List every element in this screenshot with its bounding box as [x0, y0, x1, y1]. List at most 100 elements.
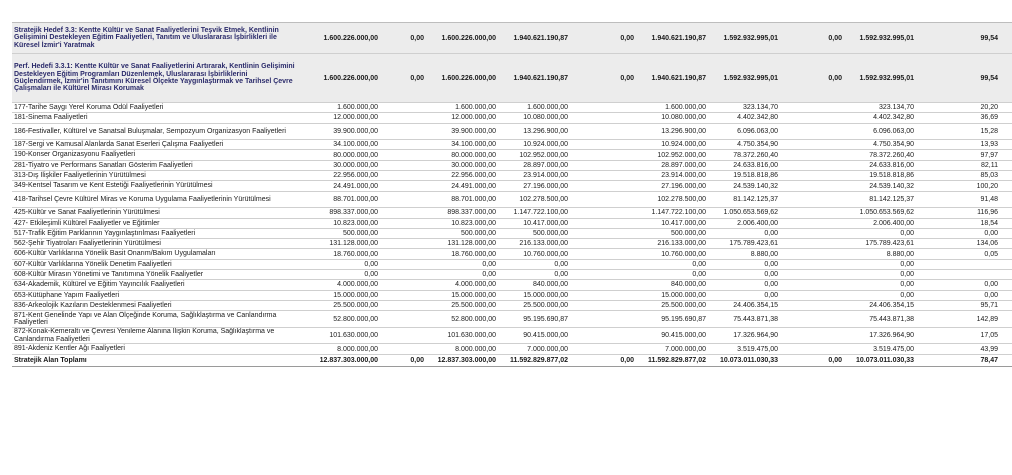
cell-c2 — [380, 218, 426, 229]
cell-c7: 0,00 — [708, 279, 780, 291]
spacer-cell — [916, 139, 952, 151]
cell-c8 — [780, 170, 844, 182]
cell-c9: 1.050.653.569,62 — [844, 207, 916, 219]
cell-c10: 0,00 — [952, 228, 1000, 240]
cell-c1: 52.800.000,00 — [298, 310, 380, 328]
spacer-cell — [916, 112, 952, 124]
cell-c3: 15.000.000,00 — [426, 290, 498, 301]
cell-c7: 1.592.932.995,01 — [708, 53, 780, 103]
cell-c1: 4.000.000,00 — [298, 279, 380, 291]
cell-c8 — [780, 310, 844, 328]
cell-c4: 500.000,00 — [498, 228, 570, 240]
cell-c9: 24.539.140,32 — [844, 180, 916, 192]
table-row: 418-Tarihsel Çevre Kültürel Miras ve Kor… — [12, 191, 1012, 209]
cell-c10 — [952, 259, 1000, 271]
total-row: Stratejik Alan Toplamı 12.837.303.000,00 0… — [12, 353, 1012, 367]
cell-c11: 20,20 — [1000, 102, 1012, 114]
cell-c8 — [780, 343, 844, 355]
cell-c11: 43,49 — [1000, 139, 1012, 151]
cell-c9: 19.518.818,86 — [844, 170, 916, 182]
table-row: 177-Tarihe Saygı Yerel Koruma Ödül Faali… — [12, 102, 1012, 114]
cell-c8 — [780, 327, 844, 345]
cell-c7: 24.633.816,00 — [708, 160, 780, 172]
cell-c11: 76,13 — [1000, 149, 1012, 161]
table-row: 349-Kentsel Tasarım ve Kent Estetiği Faa… — [12, 180, 1012, 192]
spacer-cell — [916, 259, 952, 271]
row-label: 427- Etkileşimli Kültürel Faaliyetler ve… — [12, 218, 298, 229]
cell-c9: 10.073.011.030,33 — [844, 353, 916, 367]
cell-c10: 97,97 — [952, 149, 1000, 161]
table-row: 872-Konak-Kemeraltı ve Çevresi Yenileme … — [12, 327, 1012, 345]
cell-c11: 82,08 — [1000, 53, 1012, 103]
cell-c11: 79,33 — [1000, 191, 1012, 209]
cell-c6: 90.415.000,00 — [636, 327, 708, 345]
cell-c2 — [380, 112, 426, 124]
cell-c7: 4.750.354,90 — [708, 139, 780, 151]
cell-c3: 500.000,00 — [426, 228, 498, 240]
cell-c6: 1.600.000,00 — [636, 102, 708, 114]
spacer-cell — [916, 180, 952, 192]
cell-c11: 91,54 — [1000, 207, 1012, 219]
row-label: 517-Trafik Eğitim Parklarının Yaygınlaşt… — [12, 228, 298, 240]
table-row: 427- Etkileşimli Kültürel Faaliyetler ve… — [12, 218, 1012, 229]
performance-goal-row: Perf. Hedefi 3.3.1: Kentte Kültür ve San… — [12, 53, 1012, 103]
spacer-cell — [916, 191, 952, 209]
table-row: 562-Şehir Tiyatroları Faaliyetlerinin Yü… — [12, 238, 1012, 250]
cell-c3: 18.760.000,00 — [426, 248, 498, 260]
cell-c2 — [380, 149, 426, 161]
cell-c3: 12.000.000,00 — [426, 112, 498, 124]
cell-c9: 4.402.342,80 — [844, 112, 916, 124]
cell-c7: 75.443.871,38 — [708, 310, 780, 328]
cell-c7: 19.518.818,86 — [708, 170, 780, 182]
table-row: 313-Dış İlişkiler Faaliyetlerinin Yürütü… — [12, 170, 1012, 182]
cell-c4: 840.000,00 — [498, 279, 570, 291]
row-label: 634-Akademik, Kültürel ve Eğitim Yayıncı… — [12, 279, 298, 291]
cell-c3: 34.100.000,00 — [426, 139, 498, 151]
cell-c1: 18.760.000,00 — [298, 248, 380, 260]
cell-c1: 25.500.000,00 — [298, 300, 380, 312]
cell-c4: 90.415.000,00 — [498, 327, 570, 345]
cell-c2 — [380, 170, 426, 182]
cell-c11: 85,25 — [1000, 160, 1012, 172]
cell-c1: 80.000.000,00 — [298, 149, 380, 161]
cell-c9: 3.519.475,00 — [844, 343, 916, 355]
cell-c11: 0,00 — [1000, 279, 1012, 291]
cell-c6: 95.195.690,87 — [636, 310, 708, 328]
cell-c11 — [1000, 269, 1012, 281]
cell-c2 — [380, 300, 426, 312]
cell-c7: 10.073.011.030,33 — [708, 353, 780, 367]
cell-c10: 0,05 — [952, 248, 1000, 260]
cell-c2 — [380, 191, 426, 209]
cell-c5 — [570, 248, 636, 260]
cell-c7: 1.592.932.995,01 — [708, 22, 780, 54]
cell-c7: 0,00 — [708, 269, 780, 281]
cell-c11: 90,23 — [1000, 180, 1012, 192]
cell-c3: 0,00 — [426, 269, 498, 281]
cell-c9: 24.633.816,00 — [844, 160, 916, 172]
cell-c6: 10.417.000,00 — [636, 218, 708, 229]
cell-c9: 0,00 — [844, 269, 916, 281]
cell-c5 — [570, 343, 636, 355]
spacer-cell — [916, 327, 952, 345]
cell-c11: 86,89 — [1000, 353, 1012, 367]
row-label: 181-Sinema Faaliyetleri — [12, 112, 298, 124]
cell-c5 — [570, 112, 636, 124]
cell-c6: 102.952.000,00 — [636, 149, 708, 161]
spacer-cell — [916, 228, 952, 240]
cell-c6: 0,00 — [636, 269, 708, 281]
table-row: 634-Akademik, Kültürel ve Eğitim Yayıncı… — [12, 279, 1012, 291]
cell-c9: 2.006.400,00 — [844, 218, 916, 229]
cell-c9: 75.443.871,38 — [844, 310, 916, 328]
cell-c2 — [380, 310, 426, 328]
cell-c2 — [380, 327, 426, 345]
table-body: Stratejik Hedef 3.3: Kentte Kültür ve Sa… — [12, 22, 1012, 367]
cell-c4: 23.914.000,00 — [498, 170, 570, 182]
cell-c4: 102.952.000,00 — [498, 149, 570, 161]
table-row: 187-Sergi ve Kamusal Alanlarda Sanat Ese… — [12, 139, 1012, 151]
cell-c8 — [780, 269, 844, 281]
cell-c8 — [780, 300, 844, 312]
row-label: 177-Tarihe Saygı Yerel Koruma Ödül Faali… — [12, 102, 298, 114]
cell-c10: 99,54 — [952, 53, 1000, 103]
cell-c10: 116,96 — [952, 207, 1000, 219]
table-row: 281-Tiyatro ve Performans Sanatları Göst… — [12, 160, 1012, 172]
